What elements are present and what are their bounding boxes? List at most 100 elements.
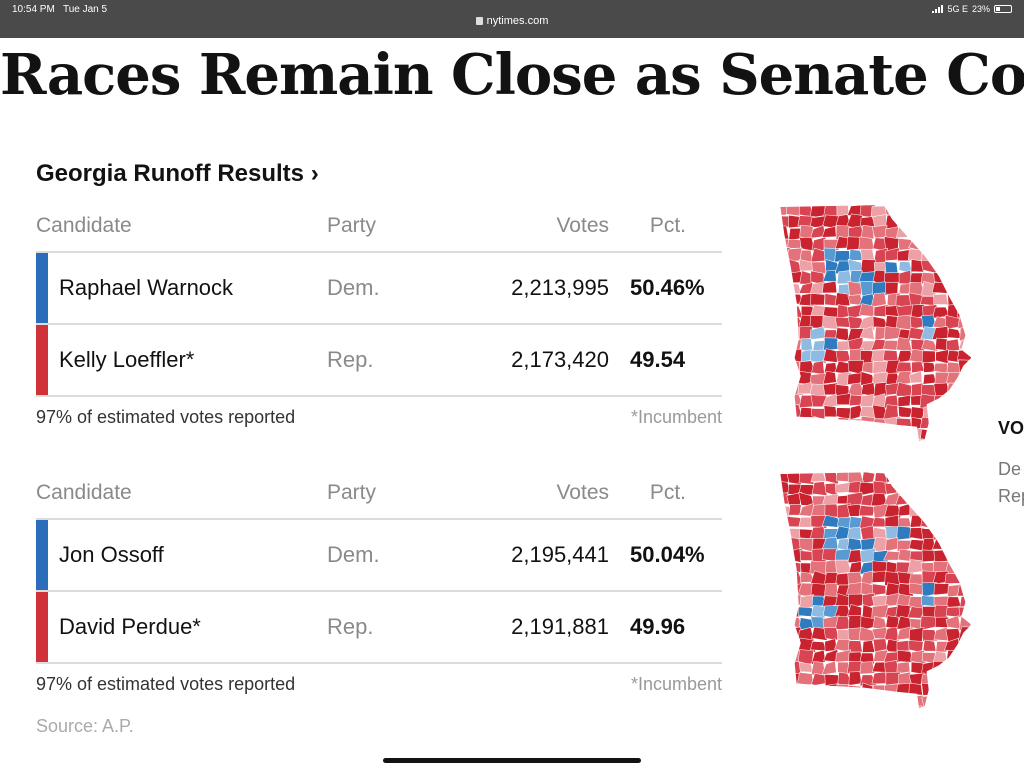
header-candidate: Candidate [36, 214, 132, 237]
candidate-party: Rep. [327, 614, 374, 639]
county-shape [871, 224, 888, 239]
side-panel-heading: VO [998, 418, 1024, 438]
county-shape [934, 693, 951, 709]
county-shape [944, 573, 962, 584]
county-shape [946, 224, 962, 241]
county-shape [922, 629, 938, 642]
county-shape [959, 260, 972, 274]
county-shape [933, 438, 951, 442]
candidate-name: Kelly Loeffler* [59, 347, 195, 372]
county-shape [968, 626, 972, 642]
county-shape [946, 361, 961, 374]
county-shape [957, 503, 972, 519]
georgia-county-map-ossoff-perdue[interactable] [776, 471, 980, 709]
county-cells [780, 204, 972, 442]
county-shape [957, 582, 972, 597]
county-shape [872, 361, 888, 374]
candidate-pct: 49.96 [630, 614, 686, 639]
county-shape [944, 247, 960, 261]
county-shape [847, 430, 862, 441]
county-shape [785, 638, 802, 651]
county-shape [898, 405, 913, 418]
county-shape [895, 471, 913, 485]
county-shape [956, 416, 972, 430]
county-shape [959, 595, 972, 608]
county-shape [846, 526, 862, 540]
county-shape [859, 570, 874, 586]
georgia-runoff-results-link[interactable]: Georgia Runoff Results › [36, 160, 319, 187]
county-shape [885, 537, 899, 552]
county-shape [932, 671, 949, 688]
source-credit: Source: A.P. [36, 716, 134, 736]
county-shape [847, 503, 862, 517]
county-shape [821, 548, 837, 562]
county-shape [933, 293, 949, 305]
county-shape [780, 649, 790, 663]
county-shape [885, 472, 901, 483]
county-shape [910, 494, 926, 507]
county-shape [959, 326, 972, 342]
address-bar[interactable]: nytimes.com [0, 15, 1024, 27]
county-shape [848, 694, 865, 707]
county-shape [958, 471, 972, 484]
county-shape [897, 394, 911, 407]
county-shape [780, 615, 792, 628]
county-shape [895, 604, 911, 619]
table-row: Kelly Loeffler* Rep. 2,173,420 49.54 [36, 325, 722, 397]
county-shape [970, 559, 972, 573]
county-shape [798, 694, 816, 709]
county-shape [959, 571, 972, 584]
county-shape [898, 269, 912, 285]
header-votes: Votes [556, 214, 609, 237]
votes-reported-note: 97% of estimated votes reported [36, 407, 296, 427]
candidate-votes: 2,213,995 [511, 275, 609, 300]
county-shape [957, 672, 972, 687]
side-panel-line-1: De [998, 459, 1022, 479]
county-shape [946, 492, 962, 508]
table-row: Raphael Warnock Dem. 2,213,995 50.46% [36, 253, 722, 325]
county-shape [872, 638, 888, 653]
county-shape [910, 259, 925, 273]
county-shape [780, 581, 788, 598]
county-shape [780, 684, 791, 698]
county-shape [956, 237, 972, 249]
county-shape [970, 394, 972, 408]
county-shape [932, 527, 949, 541]
georgia-county-map-warnock-loeffler[interactable] [776, 204, 980, 442]
county-shape [946, 549, 961, 561]
county-shape [970, 226, 972, 240]
candidate-party: Dem. [327, 275, 380, 300]
county-shape [882, 441, 902, 442]
county-shape [944, 660, 960, 674]
county-shape [970, 471, 972, 484]
county-shape [811, 360, 825, 375]
county-shape [823, 438, 838, 442]
county-shape [970, 548, 972, 563]
county-shape [861, 471, 876, 484]
county-shape [811, 481, 828, 496]
county-shape [971, 247, 972, 262]
candidate-votes: 2,195,441 [511, 542, 609, 567]
county-shape [896, 615, 914, 630]
county-shape [847, 705, 863, 709]
county-shape [935, 349, 949, 364]
home-indicator[interactable] [383, 758, 641, 763]
county-shape [821, 226, 837, 238]
county-shape [786, 348, 803, 364]
county-cells [780, 471, 972, 709]
county-shape [946, 406, 960, 418]
county-shape [970, 215, 972, 230]
county-shape [958, 271, 972, 283]
county-shape [896, 206, 912, 218]
county-shape [944, 706, 961, 709]
candidate-party: Rep. [327, 347, 374, 372]
race-footer: 97% of estimated votes reported *Incumbe… [36, 664, 722, 706]
county-shape [780, 637, 790, 651]
county-shape [922, 606, 937, 618]
county-shape [787, 339, 802, 351]
county-shape [873, 304, 889, 317]
county-shape [971, 514, 972, 529]
county-shape [969, 707, 972, 709]
county-shape [959, 515, 972, 531]
table-header: Candidate Party Votes Pct. [36, 468, 722, 520]
